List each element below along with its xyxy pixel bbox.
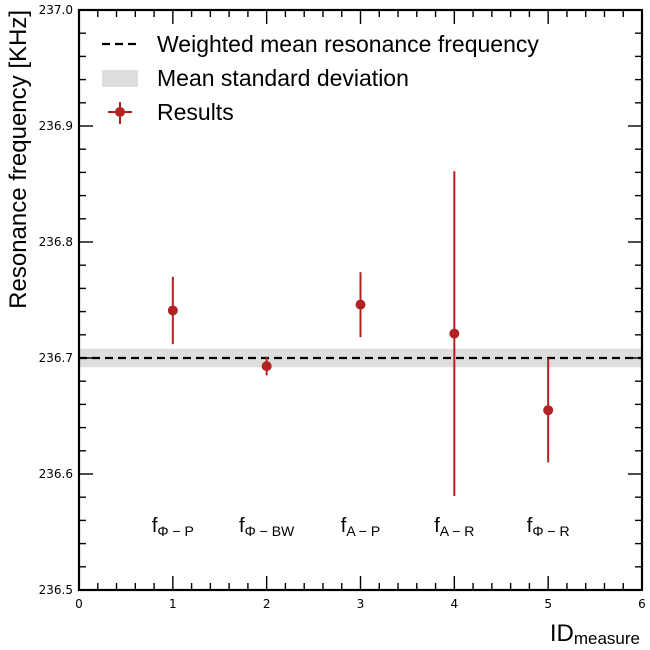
x-tick-label: 0 — [75, 597, 83, 611]
annotation-base: f — [239, 515, 245, 537]
std-band-layer — [79, 348, 642, 368]
data-point — [167, 305, 178, 316]
x-tick-label: 3 — [357, 597, 365, 611]
x-axis-label: IDmeasure — [550, 620, 640, 648]
y-tick-label: 236.5 — [39, 583, 73, 597]
data-point — [449, 328, 460, 339]
annotation-base: f — [341, 515, 347, 537]
measurement-annotation: fΦ − R — [527, 515, 570, 539]
x-axis-label-sub: measure — [574, 629, 640, 648]
legend-results-label: Results — [157, 99, 234, 125]
measurement-annotation: fΦ − BW — [239, 515, 295, 539]
y-tick-label: 236.6 — [39, 467, 73, 481]
legend-results-marker — [115, 107, 125, 117]
measurement-annotation: fA − P — [341, 515, 380, 539]
legend-band-label: Mean standard deviation — [157, 65, 409, 91]
annotation-subscript: A − R — [440, 523, 475, 539]
y-axis-label: Resonance frequency [KHz] — [5, 10, 32, 309]
annotation-subscript: Φ − P — [157, 523, 193, 539]
points-layer — [167, 171, 554, 497]
data-point — [261, 361, 272, 372]
data-point — [543, 405, 554, 416]
x-tick-label: 6 — [638, 597, 646, 611]
y-tick-label: 237.0 — [39, 3, 73, 17]
plot-frame — [77, 8, 644, 592]
x-tick-label: 2 — [263, 597, 271, 611]
measurement-annotation: fΦ − P — [152, 515, 194, 539]
x-tick-label: 1 — [169, 597, 177, 611]
measurement-annotation: fA − R — [434, 515, 474, 539]
x-tick-label: 5 — [544, 597, 552, 611]
annotation-subscript: Φ − BW — [245, 523, 295, 539]
std-band — [79, 348, 642, 368]
annotation-subscript: Φ − R — [532, 523, 569, 539]
annotation-base: f — [434, 515, 440, 537]
data-point — [355, 299, 366, 310]
y-tick-label: 236.7 — [39, 351, 73, 365]
annotation-base: f — [152, 515, 158, 537]
legend-mean-label: Weighted mean resonance frequency — [157, 31, 539, 57]
annotation-subscript: A − P — [346, 523, 380, 539]
annotation-base: f — [527, 515, 533, 537]
x-axis-label-main: ID — [550, 620, 574, 647]
y-tick-label: 236.9 — [39, 119, 73, 133]
legend-band-swatch — [102, 70, 138, 87]
legend: Weighted mean resonance frequency Mean s… — [102, 31, 539, 125]
x-tick-label: 4 — [451, 597, 459, 611]
y-tick-label: 236.8 — [39, 235, 73, 249]
